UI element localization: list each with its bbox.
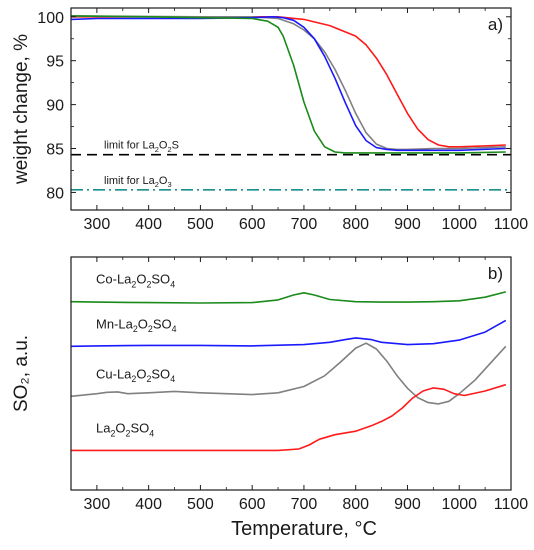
x-tick-label: 500 <box>187 496 214 513</box>
label-part: SO <box>151 272 170 287</box>
x-tick-label: 900 <box>394 216 421 233</box>
reference-line-label: limit for La2O2S <box>104 140 179 154</box>
label-part: S <box>172 140 179 152</box>
subscript: 2 <box>155 145 159 154</box>
series-line <box>71 15 506 151</box>
subscript: 2 <box>110 428 115 438</box>
subscript: 4 <box>170 280 175 290</box>
label-part: SO <box>130 420 149 435</box>
y-axis-label: weight change, % <box>11 34 32 185</box>
x-tick-label: 300 <box>84 496 111 513</box>
panel-label: b) <box>488 264 503 283</box>
y-tick-label: 80 <box>46 185 64 202</box>
reference-line-label: limit for La2O3 <box>104 175 172 189</box>
series-label: Co-La2O2SO4 <box>96 272 175 290</box>
subscript: 2 <box>133 324 138 334</box>
x-tick-label: 1000 <box>441 216 477 233</box>
x-tick-label: 700 <box>291 496 318 513</box>
x-tick-label: 300 <box>84 216 111 233</box>
x-tick-label: 700 <box>291 216 318 233</box>
plot-frame <box>70 256 512 491</box>
series-label: Mn-La2O2SO4 <box>96 316 177 334</box>
subscript: 2 <box>146 374 151 384</box>
label-part: O <box>136 272 146 287</box>
x-axis-label: Temperature, °C <box>231 518 377 540</box>
subscript: 2 <box>126 428 131 438</box>
label-part: limit for La <box>104 175 156 187</box>
subscript: 2 <box>131 374 136 384</box>
x-tick-label: 1100 <box>494 216 529 233</box>
label-part: Co-La <box>96 272 132 287</box>
label-part: O <box>115 420 125 435</box>
y-tick-label: 90 <box>46 98 64 115</box>
series-group <box>71 291 507 452</box>
x-tick-label: 400 <box>135 216 162 233</box>
series-line <box>71 342 507 405</box>
label-part: O <box>138 316 148 331</box>
subscript: 3 <box>167 180 171 189</box>
x-tick-label: 400 <box>135 496 162 513</box>
label-part: SO <box>153 316 172 331</box>
subscript: 4 <box>149 428 154 438</box>
series-line <box>71 16 506 148</box>
series-label: Cu-La2O2SO4 <box>96 366 175 384</box>
series-line <box>71 383 507 452</box>
y-tick-label: 100 <box>37 10 64 27</box>
subscript: 2 <box>155 180 159 189</box>
label-part: O <box>159 175 168 187</box>
x-tick-label: 1000 <box>441 496 477 513</box>
subscript: 4 <box>170 374 175 384</box>
series-line <box>71 15 506 154</box>
label-part: Mn-La <box>96 316 134 331</box>
x-tick-label: 600 <box>239 496 266 513</box>
plot-frame <box>70 7 512 211</box>
subscript: 2 <box>146 280 151 290</box>
label-part: O <box>136 366 146 381</box>
y-tick-label: 85 <box>46 142 64 159</box>
subscript: 4 <box>172 324 177 334</box>
x-tick-label: 800 <box>342 216 369 233</box>
x-tick-label: 1100 <box>494 496 529 513</box>
panel-b: Co-La2O2SO4Mn-La2O2SO4Cu-La2O2SO4La2O2SO… <box>11 256 529 513</box>
subscript: 2 <box>148 324 153 334</box>
x-tick-label: 800 <box>342 496 369 513</box>
panel-label: a) <box>488 15 503 34</box>
y-tick-label: 95 <box>46 54 64 71</box>
y-axis-label: SO₂, a.u. <box>11 335 32 412</box>
label-part: Cu-La <box>96 366 132 381</box>
subscript: 2 <box>167 145 171 154</box>
series-line <box>71 319 507 348</box>
label-part: SO <box>151 366 170 381</box>
x-tick-label: 900 <box>394 496 421 513</box>
series-line <box>71 291 506 304</box>
label-part: limit for La <box>104 140 156 152</box>
x-tick-label: 600 <box>239 216 266 233</box>
label-part: O <box>159 140 168 152</box>
series-label: La2O2SO4 <box>96 420 154 438</box>
series-group <box>71 15 506 154</box>
subscript: 2 <box>131 280 136 290</box>
x-tick-label: 500 <box>187 216 214 233</box>
series-line <box>71 16 506 152</box>
label-part: La <box>96 420 111 435</box>
